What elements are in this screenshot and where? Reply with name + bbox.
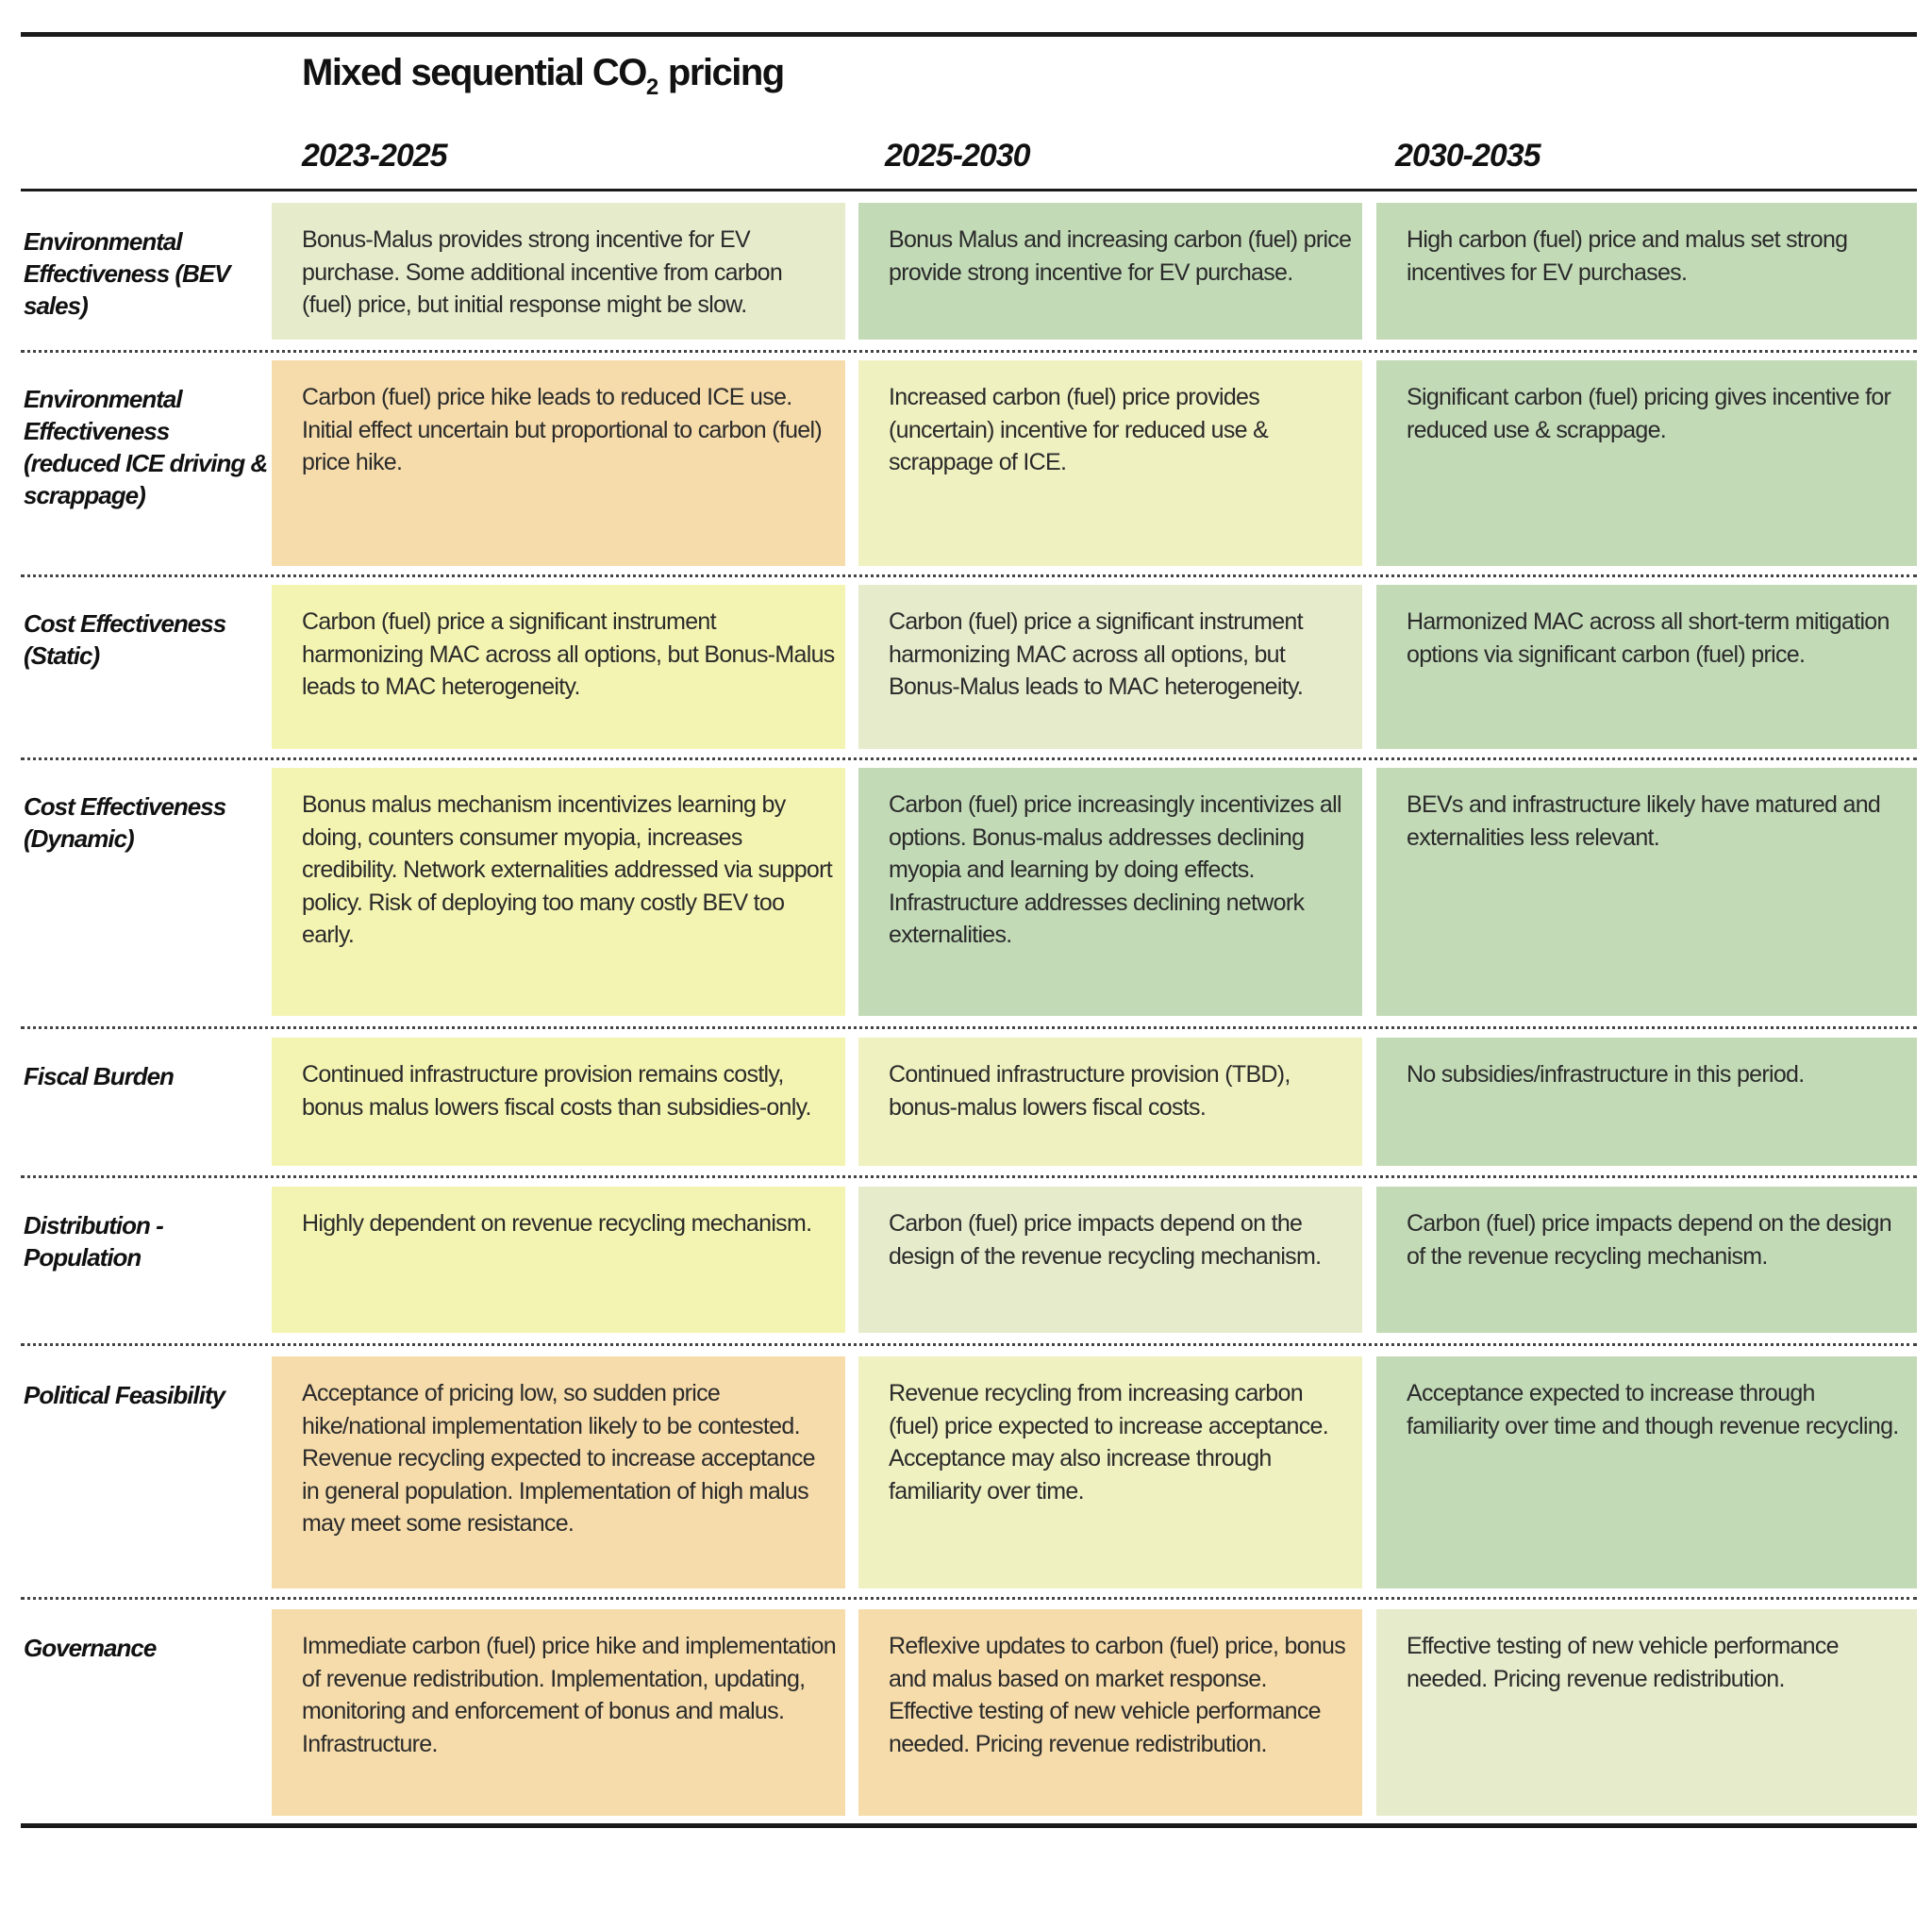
row-separator bbox=[21, 574, 1917, 577]
table-cell: Carbon (fuel) price impacts depend on th… bbox=[1376, 1187, 1917, 1333]
table-cell: Effective testing of new vehicle perform… bbox=[1376, 1609, 1917, 1816]
column-header-1: 2023-2025 bbox=[302, 138, 448, 174]
table-cell: Bonus malus mechanism incentivizes learn… bbox=[272, 768, 845, 1016]
row-label: Cost Effectiveness (Dynamic) bbox=[24, 792, 226, 853]
table-row: Cost Effectiveness (Dynamic) Bonus malus… bbox=[21, 768, 1917, 1016]
table-cell: Increased carbon (fuel) price provides (… bbox=[858, 360, 1362, 566]
row-separator bbox=[21, 757, 1917, 760]
table-cell: No subsidies/infrastructure in this peri… bbox=[1376, 1038, 1917, 1166]
table-cell: Immediate carbon (fuel) price hike and i… bbox=[272, 1609, 845, 1816]
row-separator bbox=[21, 1597, 1917, 1600]
row-label: Fiscal Burden bbox=[24, 1062, 175, 1090]
table-cell: Reflexive updates to carbon (fuel) price… bbox=[858, 1609, 1362, 1816]
bottom-rule bbox=[21, 1823, 1917, 1828]
table-cell: Bonus-Malus provides strong incentive fo… bbox=[272, 203, 845, 340]
row-separator bbox=[21, 350, 1917, 353]
row-label: Environmental Effectiveness (reduced ICE… bbox=[24, 385, 268, 509]
table-cell: Significant carbon (fuel) pricing gives … bbox=[1376, 360, 1917, 566]
table-row: Environmental Effectiveness (reduced ICE… bbox=[21, 360, 1917, 566]
top-rule bbox=[21, 32, 1917, 37]
table-cell: Acceptance expected to increase through … bbox=[1376, 1356, 1917, 1588]
table-row: Environmental Effectiveness (BEV sales) … bbox=[21, 203, 1917, 340]
table-row: Political Feasibility Acceptance of pric… bbox=[21, 1356, 1917, 1588]
table-cell: Continued infrastructure provision remai… bbox=[272, 1038, 845, 1166]
table-row: Distribution - Population Highly depende… bbox=[21, 1187, 1917, 1333]
row-label: Political Feasibility bbox=[24, 1381, 225, 1409]
header-rule bbox=[21, 189, 1917, 191]
table-cell: Harmonized MAC across all short-term mit… bbox=[1376, 585, 1917, 749]
column-header-2: 2025-2030 bbox=[885, 138, 1031, 174]
table-row: Fiscal Burden Continued infrastructure p… bbox=[21, 1038, 1917, 1166]
row-separator bbox=[21, 1175, 1917, 1178]
table-title: Mixed sequential CO2 pricing bbox=[302, 52, 785, 100]
row-separator bbox=[21, 1026, 1917, 1029]
table-cell: Acceptance of pricing low, so sudden pri… bbox=[272, 1356, 845, 1588]
table-cell: Carbon (fuel) price a significant instru… bbox=[858, 585, 1362, 749]
row-label: Governance bbox=[24, 1634, 157, 1662]
table-cell: Carbon (fuel) price hike leads to reduce… bbox=[272, 360, 845, 566]
table-cell: Carbon (fuel) price increasingly incenti… bbox=[858, 768, 1362, 1016]
table-cell: Carbon (fuel) price a significant instru… bbox=[272, 585, 845, 749]
table-cell: Carbon (fuel) price impacts depend on th… bbox=[858, 1187, 1362, 1333]
row-label: Environmental Effectiveness (BEV sales) bbox=[24, 227, 231, 320]
table-cell: Highly dependent on revenue recycling me… bbox=[272, 1187, 845, 1333]
table-cell: BEVs and infrastructure likely have matu… bbox=[1376, 768, 1917, 1016]
table-row: Cost Effectiveness (Static) Carbon (fuel… bbox=[21, 585, 1917, 749]
table-cell: Bonus Malus and increasing carbon (fuel)… bbox=[858, 203, 1362, 340]
table-row: Governance Immediate carbon (fuel) price… bbox=[21, 1609, 1917, 1816]
table-cell: Continued infrastructure provision (TBD)… bbox=[858, 1038, 1362, 1166]
column-header-3: 2030-2035 bbox=[1395, 138, 1541, 174]
table-cell: High carbon (fuel) price and malus set s… bbox=[1376, 203, 1917, 340]
row-label: Distribution - Population bbox=[24, 1211, 164, 1272]
table-cell: Revenue recycling from increasing carbon… bbox=[858, 1356, 1362, 1588]
row-separator bbox=[21, 1343, 1917, 1346]
row-label: Cost Effectiveness (Static) bbox=[24, 609, 226, 670]
